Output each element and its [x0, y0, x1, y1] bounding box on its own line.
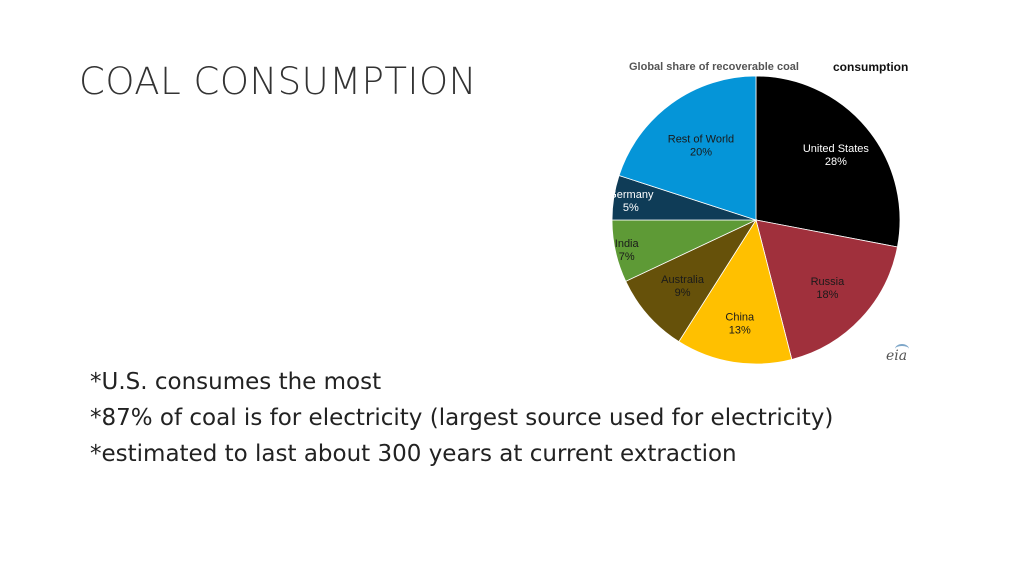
pie-chart: United States 28% Russia 18% China 13% Austral…	[600, 52, 930, 372]
pie-label-india: India	[615, 238, 640, 250]
pie-value-australia: 9%	[675, 287, 691, 299]
pie-value-india: 7%	[619, 251, 635, 263]
pie-label-germany: Germany	[608, 189, 654, 201]
eia-logo-arc-icon	[895, 344, 909, 354]
pie-label-china: China	[725, 311, 755, 323]
chart-title-extra: consumption	[833, 60, 909, 74]
pie-value-russia: 18%	[816, 289, 838, 301]
pie-label-united-states: United States	[803, 143, 870, 155]
pie-slice-china	[678, 219, 793, 365]
slide-title: COAL CONSUMPTION	[79, 60, 477, 103]
pie-slice-rest-of-world	[618, 75, 757, 221]
note-line-2: *87% of coal is for electricity (largest…	[90, 405, 834, 431]
note-line-1: *U.S. consumes the most	[90, 369, 382, 395]
eia-logo: eia	[886, 344, 909, 364]
pie-label-russia: Russia	[811, 276, 846, 288]
chart-title: Global share of recoverable coal	[629, 61, 799, 73]
pie-label-rest-of-world: Rest of World	[668, 133, 734, 145]
pie-slice-united-states	[755, 75, 901, 248]
pie-value-united-states: 28%	[825, 156, 847, 168]
pie-slice-russia	[755, 219, 898, 360]
notes: *U.S. consumes the most *87% of coal is …	[90, 364, 833, 472]
pie-value-china: 13%	[729, 324, 751, 336]
pie-slice-australia	[625, 219, 758, 343]
note-line-3: *estimated to last about 300 years at cu…	[90, 441, 737, 467]
pie-label-australia: Australia	[661, 274, 705, 286]
pie-value-germany: 5%	[623, 202, 639, 214]
pie-value-rest-of-world: 20%	[690, 146, 712, 158]
